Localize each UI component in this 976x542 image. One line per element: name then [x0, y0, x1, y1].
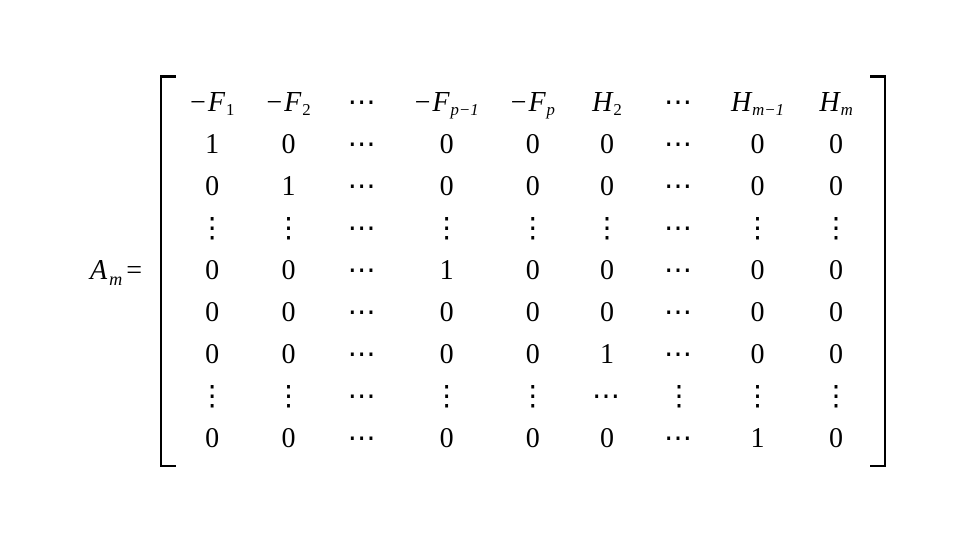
matrix-equation: A m = −F1 −F2 ⋯ −Fp−1 −Fp H2 ⋯ Hm−1 Hm 1 0 ⋯ 0 0 0 ⋯ 0 0 0… — [90, 75, 886, 467]
matrix-cell: ⋮ — [731, 215, 784, 243]
equation-lhs: A m = — [90, 255, 150, 287]
right-bracket — [870, 75, 886, 467]
matrix-cell: 0 — [266, 131, 310, 159]
subscript-m: m — [109, 269, 122, 290]
matrix-cell: ⋯ — [343, 173, 383, 201]
matrix-cell: ⋯ — [343, 425, 383, 453]
matrix-cell: −F1 — [190, 89, 234, 117]
matrix-cell: 0 — [415, 131, 479, 159]
matrix-cell: 0 — [415, 425, 479, 453]
matrix-cell: 0 — [816, 425, 856, 453]
matrix-cell: 0 — [266, 341, 310, 369]
matrix-cell: 0 — [587, 299, 627, 327]
matrix-cell: ⋯ — [659, 425, 699, 453]
matrix-cell: 0 — [816, 131, 856, 159]
matrix-cell: −Fp−1 — [415, 89, 479, 117]
matrix-cell: ⋮ — [415, 215, 479, 243]
matrix-cell: ⋮ — [511, 215, 555, 243]
matrix-cell: ⋮ — [190, 215, 234, 243]
matrix-cell: −Fp — [511, 89, 555, 117]
matrix-cell: ⋯ — [343, 131, 383, 159]
matrix-cell: 0 — [731, 131, 784, 159]
matrix-cell: 0 — [190, 299, 234, 327]
matrix-cell: ⋯ — [343, 299, 383, 327]
matrix-cell: ⋯ — [343, 383, 383, 411]
matrix-cell: ⋯ — [343, 89, 383, 117]
matrix-cell: 1 — [731, 425, 784, 453]
matrix-cell: −F2 — [266, 89, 310, 117]
matrix-cell: 0 — [190, 173, 234, 201]
matrix-cell: 0 — [511, 173, 555, 201]
matrix-cell: ⋯ — [343, 257, 383, 285]
matrix-cell: 0 — [587, 131, 627, 159]
matrix-cell: 1 — [587, 341, 627, 369]
matrix-cell: ⋮ — [511, 383, 555, 411]
matrix-cell: 0 — [511, 425, 555, 453]
matrix-cell: 1 — [266, 173, 310, 201]
matrix-cell: ⋮ — [266, 215, 310, 243]
matrix-Am: −F1 −F2 ⋯ −Fp−1 −Fp H2 ⋯ Hm−1 Hm 1 0 ⋯ 0 0 0 ⋯ 0 0 0 1 ⋯ 0 0 0 ⋯… — [160, 75, 886, 467]
matrix-cell: ⋯ — [659, 257, 699, 285]
matrix-cell: ⋮ — [266, 383, 310, 411]
matrix-cell: 0 — [511, 299, 555, 327]
matrix-cell: 0 — [511, 341, 555, 369]
matrix-cell: ⋯ — [659, 89, 699, 117]
matrix-cell: 0 — [511, 131, 555, 159]
matrix-cell: 0 — [190, 257, 234, 285]
matrix-cell: ⋯ — [343, 341, 383, 369]
matrix-cell: ⋮ — [816, 383, 856, 411]
matrix-cell: 1 — [415, 257, 479, 285]
matrix-cell: ⋯ — [659, 131, 699, 159]
matrix-cell: ⋮ — [587, 215, 627, 243]
matrix-cell: ⋯ — [659, 173, 699, 201]
matrix-cell: ⋮ — [731, 383, 784, 411]
matrix-cell: ⋮ — [415, 383, 479, 411]
matrix-cell: ⋯ — [659, 215, 699, 243]
matrix-cell: Hm — [816, 89, 856, 117]
matrix-cell: 0 — [731, 173, 784, 201]
matrix-cell: 0 — [731, 341, 784, 369]
matrix-cell: 0 — [816, 173, 856, 201]
matrix-cell: ⋮ — [659, 383, 699, 411]
matrix-cell: ⋯ — [659, 341, 699, 369]
matrix-cell: 0 — [816, 257, 856, 285]
left-bracket — [160, 75, 176, 467]
matrix-cell: ⋮ — [190, 383, 234, 411]
matrix-cell: 0 — [415, 341, 479, 369]
matrix-cell: 0 — [190, 425, 234, 453]
matrix-cell: Hm−1 — [731, 89, 784, 117]
matrix-cell: 0 — [587, 173, 627, 201]
matrix-cell: ⋮ — [816, 215, 856, 243]
matrix-cell: 0 — [415, 299, 479, 327]
matrix-cell: ⋯ — [343, 215, 383, 243]
matrix-cell: 0 — [511, 257, 555, 285]
matrix-cell: 0 — [731, 299, 784, 327]
matrix-cell: 0 — [415, 173, 479, 201]
matrix-cell: 0 — [731, 257, 784, 285]
matrix-grid: −F1 −F2 ⋯ −Fp−1 −Fp H2 ⋯ Hm−1 Hm 1 0 ⋯ 0 0 0 ⋯ 0 0 0 1 ⋯ 0 0 0 ⋯… — [180, 75, 866, 467]
matrix-cell: ⋯ — [587, 383, 627, 411]
matrix-cell: ⋯ — [659, 299, 699, 327]
matrix-cell: 0 — [266, 299, 310, 327]
matrix-cell: 0 — [816, 299, 856, 327]
matrix-cell: 1 — [190, 131, 234, 159]
matrix-cell: 0 — [816, 341, 856, 369]
matrix-cell: 0 — [266, 257, 310, 285]
matrix-cell: 0 — [587, 257, 627, 285]
matrix-cell: 0 — [266, 425, 310, 453]
matrix-cell: 0 — [587, 425, 627, 453]
symbol-A: A — [90, 255, 107, 287]
matrix-cell: H2 — [587, 89, 627, 117]
matrix-cell: 0 — [190, 341, 234, 369]
equals-sign: = — [126, 255, 142, 287]
